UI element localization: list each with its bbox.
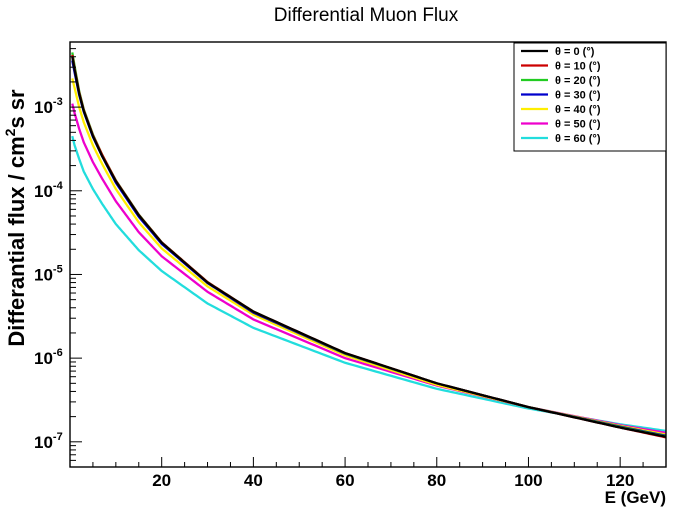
- legend-label-3: θ = 30 (°): [555, 90, 601, 102]
- y-tick-label: 10-6: [34, 347, 63, 368]
- legend-label-0: θ = 0 (°): [555, 46, 595, 58]
- series-line-6: [71, 135, 667, 433]
- y-axis-label: Differantial flux / cm2s sr: [2, 89, 29, 347]
- x-axis-label: E (GeV): [605, 488, 666, 507]
- y-tick-label: 10-3: [34, 96, 63, 117]
- x-tick-label: 60: [336, 471, 355, 490]
- legend-label-5: θ = 50 (°): [555, 119, 601, 131]
- y-axis-label-base: Differantial flux / cm: [4, 136, 29, 346]
- legend-label-2: θ = 20 (°): [555, 75, 601, 87]
- legend-label-1: θ = 10 (°): [555, 61, 601, 73]
- x-tick-label: 20: [152, 471, 171, 490]
- legend-box: [513, 42, 667, 152]
- x-tick-label: 80: [427, 471, 446, 490]
- y-tick-label: 10-7: [34, 431, 63, 452]
- legend: θ = 0 (°) θ = 10 (°) θ = 20 (°) θ = 30 (°) θ…: [513, 42, 667, 152]
- x-tick-label: 120: [606, 471, 634, 490]
- series-line-5: [71, 103, 667, 434]
- series-line-0: [71, 56, 667, 438]
- plot-curves: [71, 52, 667, 439]
- x-tick-label: 40: [244, 471, 263, 490]
- y-axis-label-tail: s sr: [4, 89, 29, 129]
- x-axis: 20 40 60 80 100 120: [92, 457, 644, 490]
- legend-label-6: θ = 60 (°): [555, 133, 601, 145]
- x-tick-label: 100: [514, 471, 542, 490]
- chart-title: Differential Muon Flux: [274, 5, 459, 26]
- y-axis-label-sup: 2: [2, 128, 18, 136]
- y-tick-label: 10-4: [34, 180, 64, 201]
- legend-label-4: θ = 40 (°): [555, 104, 601, 116]
- y-axis: 10-3 10-4 10-5 10-6 10-7: [34, 41, 82, 468]
- y-tick-label: 10-5: [34, 263, 63, 284]
